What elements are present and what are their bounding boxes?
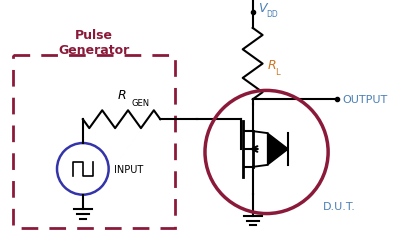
Text: OUTPUT: OUTPUT <box>341 95 386 105</box>
Text: GEN: GEN <box>131 99 149 108</box>
Text: $R$: $R$ <box>117 89 126 102</box>
Text: DD: DD <box>266 10 277 19</box>
Text: $R$: $R$ <box>266 59 275 72</box>
Polygon shape <box>267 134 288 165</box>
Circle shape <box>57 144 109 195</box>
Text: D.U.T.: D.U.T. <box>322 201 355 211</box>
Text: Pulse
Generator: Pulse Generator <box>58 29 129 56</box>
Text: $V$: $V$ <box>257 2 268 16</box>
Text: L: L <box>275 68 279 77</box>
Text: INPUT: INPUT <box>113 164 143 174</box>
Bar <box>13 56 175 229</box>
